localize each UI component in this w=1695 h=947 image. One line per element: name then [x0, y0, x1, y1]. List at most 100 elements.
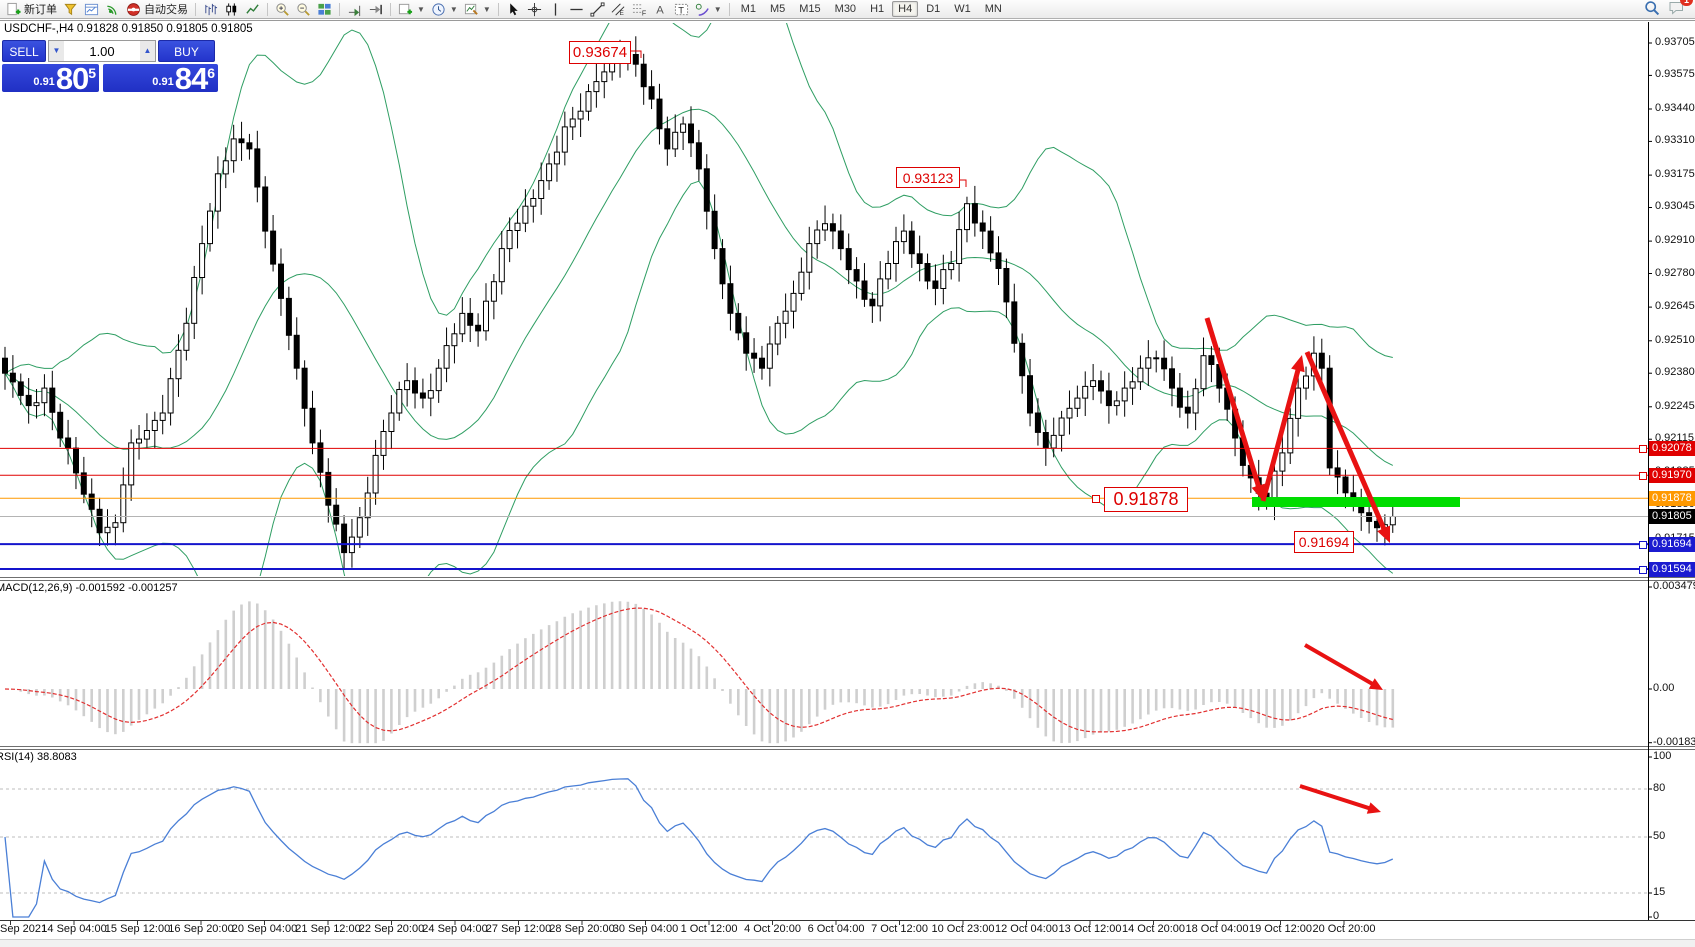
macd-indicator-label: MACD(12,26,9) -0.001592 -0.001257 [0, 582, 178, 594]
notification-count-badge: 1 [1679, 0, 1693, 6]
autotrading-label: 自动交易 [144, 4, 188, 16]
new-order-icon [6, 2, 21, 17]
equidistant-channel-button[interactable]: E [608, 1, 629, 18]
periods-button[interactable]: ▼ [428, 1, 461, 18]
toolbar-separator [497, 2, 499, 16]
new-order-button[interactable]: 新订单 [3, 1, 60, 18]
buy-button[interactable]: BUY [158, 40, 215, 62]
zoom-in-icon [275, 2, 290, 17]
templates-button[interactable]: ▼ [461, 1, 494, 18]
chart-window-button[interactable] [81, 1, 102, 18]
autotrading-button[interactable]: 自动交易 [123, 1, 191, 18]
trend-arrowhead [1366, 802, 1381, 814]
template-icon [464, 2, 479, 17]
buy-price-button[interactable]: 0.91 84 6 [103, 61, 218, 96]
status-strip [0, 939, 1695, 947]
chart-shift-icon [368, 2, 383, 17]
svg-text:T: T [678, 5, 684, 15]
fibonacci-button[interactable]: F [629, 1, 650, 18]
macd-pane [4, 601, 1395, 744]
svg-text:A: A [656, 4, 664, 16]
buy-price-prefix: 0.91 [152, 76, 174, 88]
clock-icon [431, 2, 446, 17]
add-indicator-icon [398, 2, 413, 17]
funnel-button[interactable] [60, 1, 81, 18]
bollinger-band-line [4, 108, 1394, 466]
timeframe-D1[interactable]: D1 [926, 3, 941, 15]
timeframe-M30[interactable]: M30 [834, 3, 857, 15]
cursor-icon [506, 2, 521, 17]
sell-price-button[interactable]: 0.91 80 5 [2, 63, 100, 94]
tile-windows-button[interactable] [314, 1, 335, 18]
buy-price-big: 84 [174, 61, 208, 96]
text-label-button[interactable]: T [671, 1, 692, 18]
bollinger-band-line [4, 180, 1394, 576]
rsi-indicator-label: RSI(14) 38.8083 [0, 751, 77, 763]
svg-text:F: F [642, 10, 646, 16]
timeframe-W1[interactable]: W1 [954, 3, 971, 15]
text-button[interactable]: A [650, 1, 671, 18]
timeframe-MN[interactable]: MN [984, 3, 1002, 15]
trend-arrow [1299, 784, 1374, 812]
timeframe-H4[interactable]: H4 [892, 1, 919, 17]
one-click-trading-panel: SELL ▼ ▲ BUY 0.91 80 5 0.91 84 6 [2, 40, 218, 96]
macd-signal-line [4, 607, 1393, 733]
annotation-anchor-line [958, 179, 967, 187]
toolbar-separator [195, 2, 196, 16]
timeframe-M1[interactable]: M1 [740, 3, 756, 15]
vertical-line-button[interactable] [545, 1, 566, 18]
toolbar-separator [267, 2, 268, 16]
buy-price-pip: 6 [207, 65, 215, 81]
bar-chart-icon [203, 2, 218, 17]
toolbar-separator [339, 2, 340, 16]
bar-chart-button[interactable] [200, 1, 221, 18]
vertical-line-icon [548, 2, 563, 17]
horizontal-line-button[interactable] [566, 1, 587, 18]
trend-arrowhead [1368, 678, 1383, 690]
annotation-0.93123[interactable]: 0.93123 [896, 167, 960, 188]
dropdown-caret-icon: ▼ [482, 4, 491, 14]
search-icon[interactable] [1644, 0, 1660, 19]
volume-input[interactable] [64, 41, 140, 61]
crosshair-button[interactable] [524, 1, 545, 18]
annotation-0.91878[interactable]: 0.91878 [1104, 487, 1188, 512]
sell-price-prefix: 0.91 [33, 76, 55, 88]
annotation-anchor-line [628, 50, 642, 58]
candles [2, 36, 1396, 570]
signal-button[interactable] [102, 1, 123, 18]
notifications-icon[interactable]: 1 [1668, 0, 1693, 18]
cursor-button[interactable] [503, 1, 524, 18]
toolbar-separator [728, 2, 730, 16]
zoom-in-button[interactable] [272, 1, 293, 18]
candlestick-chart-icon [224, 2, 239, 17]
annotation-0.93674[interactable]: 0.93674 [569, 41, 631, 64]
autotrading-icon [126, 2, 141, 17]
volume-decrease-button[interactable]: ▼ [49, 41, 64, 61]
equidistant-channel-icon: E [611, 2, 626, 17]
candlestick-chart-button[interactable] [221, 1, 242, 18]
annotation-0.91694[interactable]: 0.91694 [1294, 531, 1354, 553]
tile-windows-icon [317, 2, 332, 17]
timeframe-M15[interactable]: M15 [799, 3, 821, 15]
add-indicator-button[interactable]: ▼ [395, 1, 428, 18]
volume-increase-button[interactable]: ▲ [140, 41, 155, 61]
timeframe-H1[interactable]: H1 [870, 3, 885, 15]
sell-price-pip: 5 [88, 65, 97, 81]
dropdown-caret-icon: ▼ [449, 4, 458, 14]
line-chart-button[interactable] [242, 1, 263, 18]
shapes-button[interactable]: ▼ [692, 1, 725, 18]
dropdown-caret-icon: ▼ [417, 4, 425, 14]
chart-shift-button[interactable] [365, 1, 386, 18]
horizontal-line-icon [569, 2, 584, 17]
new-order-label: 新订单 [24, 4, 57, 16]
funnel-icon [63, 2, 78, 17]
sell-button[interactable]: SELL [2, 40, 46, 62]
chart-ohlc-info: USDCHF-,H4 0.91828 0.91850 0.91805 0.918… [4, 23, 253, 35]
trendline-button[interactable] [587, 1, 608, 18]
zoom-out-button[interactable] [293, 1, 314, 18]
timeframe-M5[interactable]: M5 [769, 3, 786, 15]
auto-scroll-button[interactable] [344, 1, 365, 18]
support-zone[interactable] [1252, 497, 1460, 507]
text-icon: A [653, 2, 668, 17]
